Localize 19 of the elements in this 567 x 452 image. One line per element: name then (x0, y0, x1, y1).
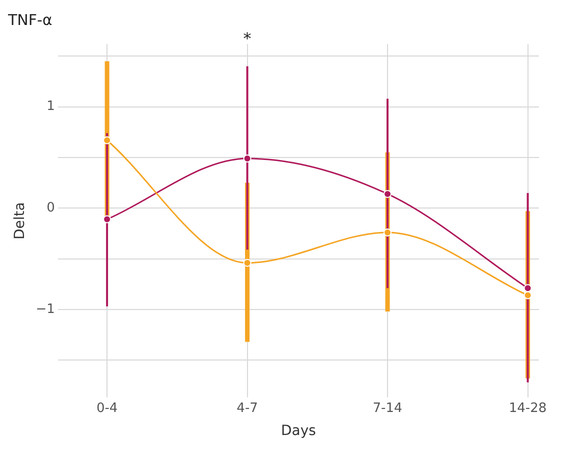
point (103, 136, 112, 144)
x-tick-label: 0-4 (96, 400, 118, 416)
y-tick-label: −1 (36, 302, 55, 317)
point (103, 215, 112, 224)
point (243, 154, 252, 162)
point (384, 190, 392, 198)
y-tick-label: 0 (46, 200, 55, 216)
y-axis-title: Delta (12, 202, 28, 240)
y-tick-label: 1 (46, 99, 55, 114)
point (524, 284, 532, 292)
point (384, 228, 392, 236)
annotation: * (243, 29, 252, 48)
point (243, 258, 252, 267)
x-tick-label: 4-7 (236, 400, 258, 416)
point (524, 291, 532, 300)
x-tick-label: 14-28 (508, 400, 547, 416)
x-axis-title: Days (281, 423, 316, 440)
chart-title: TNF-α (7, 10, 52, 29)
x-tick-label: 7-14 (372, 400, 402, 416)
